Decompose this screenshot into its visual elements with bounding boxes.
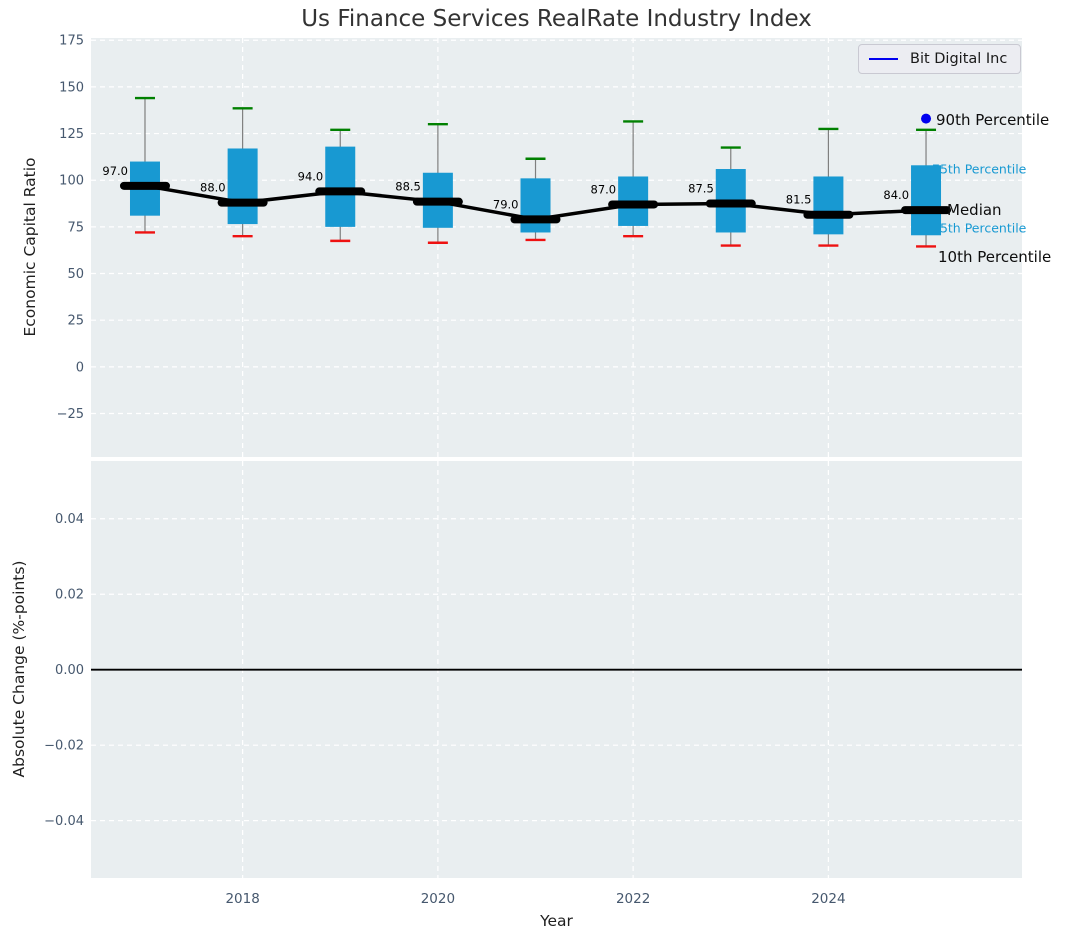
- company-point: [921, 113, 932, 124]
- iqr-box-2019: [325, 146, 356, 227]
- median-value-label-2024: 81.5: [786, 193, 812, 207]
- x-tick-label: 2018: [225, 891, 259, 907]
- bottom-y-tick-label: 0.04: [55, 512, 84, 527]
- bottom-y-tick-label: −0.04: [44, 814, 84, 829]
- chart-title: Us Finance Services RealRate Industry In…: [301, 6, 812, 32]
- top-y-axis-label: Economic Capital Ratio: [21, 157, 39, 337]
- median-value-label-2019: 94.0: [298, 169, 324, 183]
- iqr-box-2018: [227, 148, 258, 225]
- legend: Bit Digital Inc: [858, 44, 1021, 74]
- x-tick-label: 2024: [811, 891, 845, 907]
- bottom-y-axis-label: Absolute Change (%-points): [10, 560, 28, 778]
- top-y-tick-label: 50: [67, 267, 84, 282]
- annotation-90th-percentile: 90th Percentile: [936, 111, 1050, 129]
- annotation-25th-percentile: 25th Percentile: [932, 221, 1027, 236]
- bottom-y-tick-label: 0.00: [55, 663, 84, 678]
- top-y-tick-label: 25: [67, 314, 84, 329]
- annotation-75th-percentile: 75th Percentile: [932, 162, 1027, 177]
- median-value-label-2020: 88.5: [395, 180, 421, 194]
- bottom-y-tick-label: −0.02: [44, 739, 84, 754]
- median-value-label-2017: 97.0: [102, 164, 128, 178]
- x-tick-label: 2022: [616, 891, 650, 907]
- median-value-label-2018: 88.0: [200, 181, 226, 195]
- iqr-box-2024: [813, 176, 844, 235]
- median-value-label-2025: 84.0: [883, 188, 909, 202]
- legend-label: Bit Digital Inc: [910, 51, 1008, 67]
- x-axis-label: Year: [540, 912, 573, 930]
- median-value-label-2021: 79.0: [493, 197, 519, 211]
- top-y-tick-label: 100: [59, 174, 84, 189]
- top-y-tick-label: 175: [59, 34, 84, 49]
- iqr-box-2021: [520, 178, 551, 233]
- iqr-box-2025: [911, 165, 942, 236]
- top-plot-area: [91, 38, 1022, 457]
- median-value-label-2022: 87.0: [591, 182, 617, 196]
- annotation-median: Median: [947, 201, 1002, 219]
- bottom-y-tick-label: 0.02: [55, 588, 84, 603]
- legend-line-swatch: [869, 58, 898, 60]
- top-y-tick-label: 125: [59, 127, 84, 142]
- top-y-tick-label: −25: [57, 407, 84, 422]
- top-y-tick-label: 150: [59, 80, 84, 95]
- top-y-tick-label: 75: [67, 220, 84, 235]
- x-tick-label: 2020: [421, 891, 455, 907]
- median-value-label-2023: 87.5: [688, 182, 714, 196]
- annotation-10th-percentile: 10th Percentile: [938, 248, 1052, 266]
- top-y-tick-label: 0: [76, 360, 84, 375]
